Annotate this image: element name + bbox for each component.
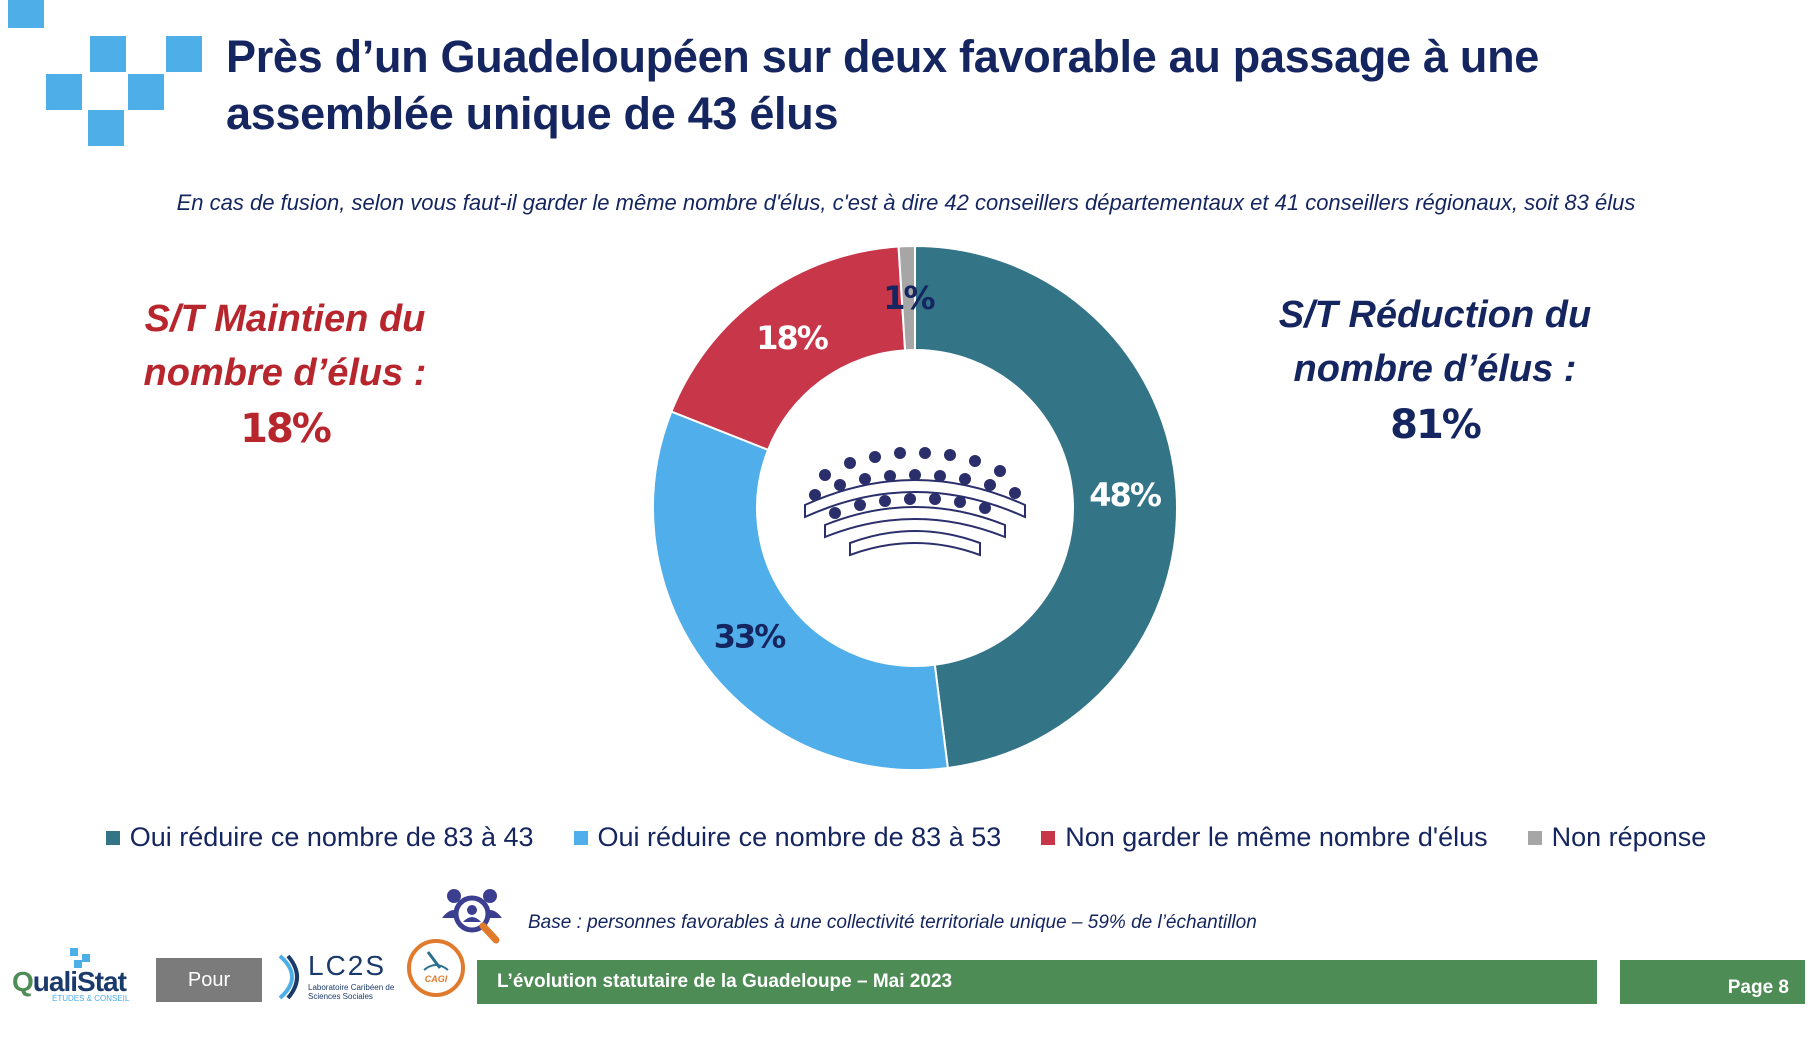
deco-square [46,74,82,110]
summary-maintain: S/T Maintien du nombre d’élus : 18% [100,292,470,456]
summary-reduce: S/T Réduction du nombre d’élus : 81% [1245,288,1625,452]
slice-label: 1% [883,279,935,317]
donut-slice [652,410,949,771]
legend-swatch [1527,830,1542,845]
qualistat-logo: QualiStat ÉTUDES & CONSEIL [12,948,152,1008]
summary-maintain-value: 18% [240,406,332,452]
deco-square [88,110,124,146]
legend-swatch [1041,830,1056,845]
deco-square [128,74,164,110]
slice-label: 18% [756,319,829,357]
donut-labels: 48% 33% 18% 1% [714,279,1164,656]
legend-swatch [573,830,588,845]
legend-label: Non réponse [1551,822,1707,852]
pour-label: Pour [156,958,262,1002]
lc2s-name: LC2S [308,950,387,981]
summary-maintain-label-line1: S/T Maintien du [144,298,426,340]
slice-label: 33% [714,618,787,656]
search-people-icon [442,889,502,944]
legend-item: Non réponse [1527,822,1707,853]
lc2s-logo: LC2S Laboratoire Caribéen de Sciences So… [276,950,406,1006]
legend-label: Oui réduire ce nombre de 83 à 43 [129,822,534,852]
donut-chart: 48% 33% 18% 1% [652,244,1178,771]
donut-slice [914,244,1178,770]
summary-reduce-label-line1: S/T Réduction du [1278,294,1592,336]
deco-square [90,36,126,72]
donut-slice [897,244,916,352]
deco-square [166,36,202,72]
assembly-hemicycle-icon [804,447,1026,557]
cagi-name: CAGI [424,974,448,984]
qualistat-tagline: ÉTUDES & CONSEIL [52,994,130,1003]
lc2s-subtitle: Laboratoire Caribéen de Sciences Sociale… [308,983,395,1001]
summary-reduce-label-line2: nombre d’élus : [1293,348,1577,390]
legend-label: Non garder le même nombre d'élus [1065,822,1488,852]
base-note: Base : personnes favorables à une collec… [528,912,1257,933]
page-title: Près d’un Guadeloupéen sur deux favorabl… [226,31,1540,139]
summary-maintain-label-line2: nombre d’élus : [143,352,427,394]
legend-item: Oui réduire ce nombre de 83 à 53 [573,822,1002,853]
deco-square [8,0,44,28]
summary-reduce-value: 81% [1390,402,1482,448]
donut-slices [652,244,1178,771]
survey-question: En cas de fusion, selon vous faut-il gar… [176,190,1636,215]
qualistat-name: QualiStat [12,966,127,997]
legend-swatch [105,830,120,845]
slice-label: 48% [1089,476,1162,514]
cagi-logo: CAGI [406,938,466,998]
legend-item: Oui réduire ce nombre de 83 à 43 [105,822,534,853]
legend-item: Non garder le même nombre d'élus [1041,822,1488,853]
lc2s-mark-icon [278,954,299,1000]
cagi-emblem-icon [407,939,465,997]
legend-label: Oui réduire ce nombre de 83 à 53 [597,822,1002,852]
chart-legend: Oui réduire ce nombre de 83 à 43 Oui rédu… [0,822,1812,853]
footer-study-title: L’évolution statutaire de la Guadeloupe … [477,960,1597,1004]
page-number: Page 8 [1620,960,1805,1004]
